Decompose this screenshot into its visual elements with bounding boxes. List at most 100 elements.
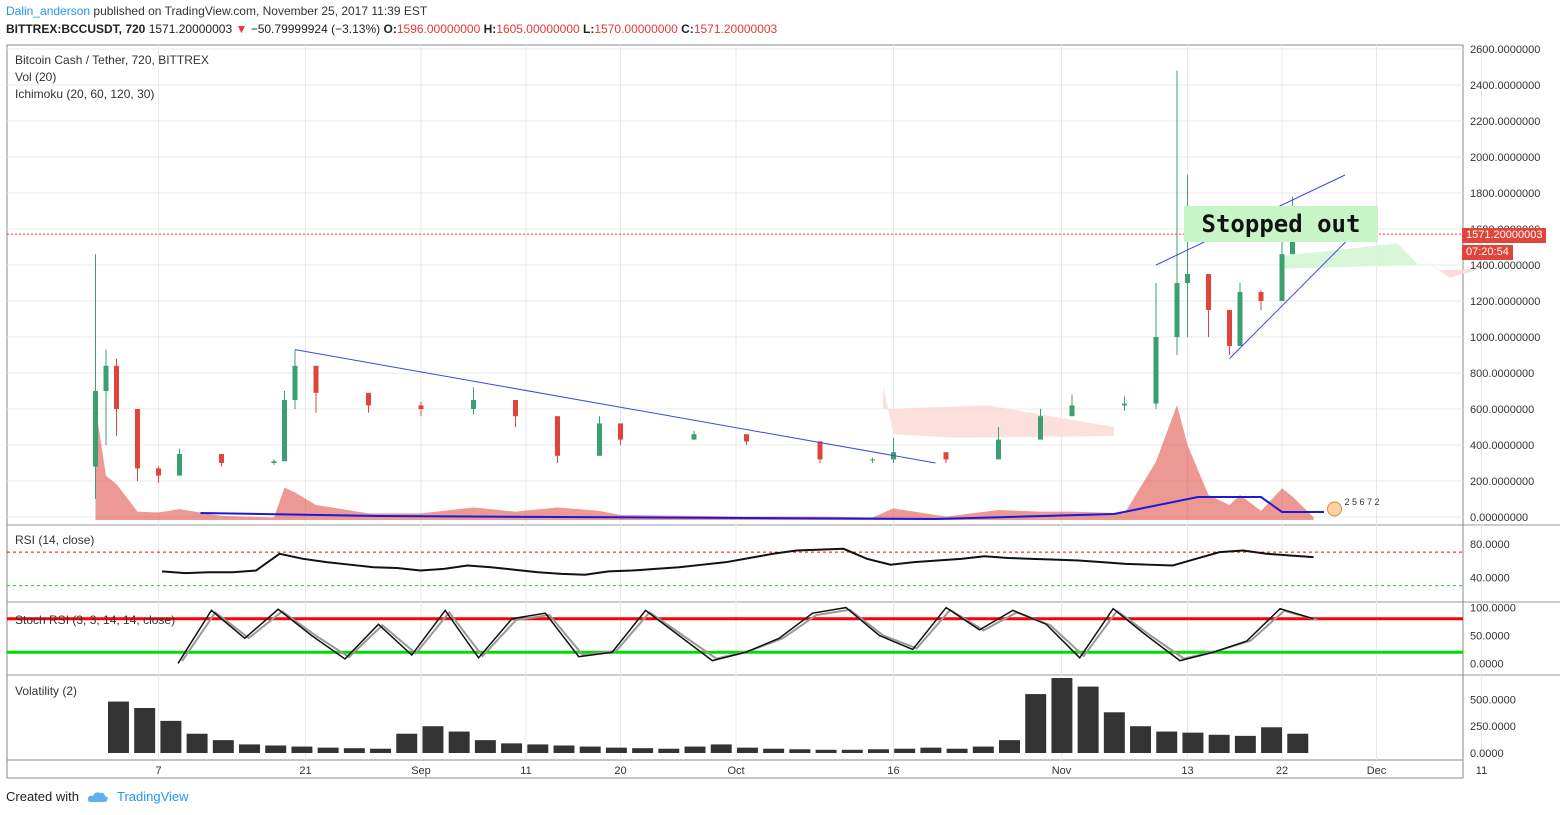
volatility-bar: [999, 740, 1020, 753]
y-tick-label: 0.00000000: [1470, 512, 1528, 524]
volatility-bar: [448, 731, 470, 753]
volatility-bar: [605, 747, 627, 753]
volatility-bar: [317, 747, 339, 753]
y-tick-label: 1200.0000000: [1470, 296, 1540, 308]
high-label: H:: [483, 22, 497, 36]
trendline: [294, 349, 936, 464]
footer: Created with TradingView: [6, 789, 189, 804]
volatility-bar: [134, 708, 156, 753]
y-tick-label: 2400.0000000: [1470, 80, 1540, 92]
y-tick-label: 400.0000000: [1470, 440, 1534, 452]
volatility-bar: [894, 748, 916, 753]
candle-body: [1258, 292, 1264, 301]
volatility-bar: [972, 746, 994, 753]
candle-body: [282, 400, 287, 462]
candle-body: [1122, 403, 1127, 406]
y-tick-label: 1800.0000000: [1470, 188, 1540, 200]
y-tick-label: 800.0000000: [1470, 368, 1534, 380]
volatility-bar: [1234, 735, 1256, 753]
y-tick-label: 200.0000000: [1470, 476, 1534, 488]
candle-body: [1153, 337, 1159, 404]
candle-body: [156, 468, 161, 476]
candle-body: [618, 423, 623, 440]
volatility-bar: [632, 748, 654, 753]
candle-body: [313, 365, 319, 393]
volume-ma-line: [200, 496, 1324, 521]
volatility-bar: [160, 720, 182, 753]
x-tick-label: Nov: [1052, 765, 1072, 777]
symbol-label: BITTREX:BCCUSDT, 720: [6, 22, 146, 36]
created-with-text: Created with: [6, 789, 79, 804]
volatility-bar: [212, 740, 234, 753]
tradingview-link[interactable]: TradingView: [116, 789, 189, 804]
volatility-bar: [736, 747, 758, 753]
last-price-tag: 1571.20000003: [1462, 228, 1547, 243]
main-legend-title: Bitcoin Cash / Tether, 720, BITTREX: [15, 53, 209, 67]
volatility-bar: [1287, 733, 1309, 753]
rsi-layer: [7, 547, 1463, 587]
volatility-bar: [343, 748, 365, 753]
published-text: published on TradingView.com, November 2…: [93, 4, 428, 18]
event-badge-text: 2 5 6 7 2: [1345, 497, 1380, 507]
volatility-bar: [422, 726, 444, 753]
chart-frame: [6, 44, 1464, 779]
volatility-bar: [1103, 712, 1125, 753]
candle-body: [177, 454, 182, 476]
countdown-tag: 07:20:54: [1462, 245, 1513, 260]
candle-body: [597, 423, 602, 456]
candle-body: [555, 416, 560, 456]
grid-layer: [6, 44, 1560, 779]
rsi-legend: RSI (14, close): [15, 533, 95, 547]
stoch-tick-label: 50.0000: [1470, 631, 1510, 643]
candle-body: [817, 441, 823, 460]
volatility-bar: [553, 745, 575, 753]
x-tick-label: 11: [1476, 765, 1487, 777]
x-tick-label: Dec: [1367, 765, 1387, 777]
volatility-bar: [841, 749, 863, 753]
symbol-quote: BITTREX:BCCUSDT, 720 1571.20000003 ▼ −50…: [6, 22, 777, 36]
last-price: 1571.20000003: [148, 22, 233, 36]
volatility-bar: [265, 745, 287, 753]
volatility-bar: [108, 701, 129, 753]
candle-body: [271, 461, 277, 463]
candle-body: [292, 365, 298, 400]
volatility-bar: [920, 747, 942, 753]
volatility-bar: [1077, 686, 1099, 753]
close-value: 1571.20000003: [693, 22, 778, 36]
volume-legend: Vol (20): [15, 70, 57, 84]
stoch-rsi-layer: [7, 606, 1463, 664]
x-tick-label: 11: [520, 765, 531, 777]
volatility-bar: [239, 744, 260, 753]
candle-body: [93, 391, 98, 467]
volatility-bar: [946, 748, 968, 753]
candle-body: [219, 454, 224, 463]
volatility-bar: [370, 748, 392, 753]
close-label: C:: [681, 22, 694, 36]
low-label: L:: [583, 22, 595, 36]
x-tick-label: 7: [155, 765, 161, 777]
volatility-layer: [108, 678, 1309, 753]
vola-tick-label: 250.0000: [1470, 721, 1516, 733]
cloud-logo-icon: [87, 791, 108, 802]
volatility-bar: [684, 746, 706, 753]
volatility-bar: [789, 749, 811, 753]
vola-tick-label: 500.0000: [1470, 694, 1516, 706]
candle-body: [744, 434, 749, 442]
volume-layer: [95, 405, 1324, 521]
author-link[interactable]: Dalin_anderson: [6, 4, 91, 18]
candle-body: [1069, 405, 1075, 417]
volatility-bar: [763, 748, 785, 753]
stopped-out-note[interactable]: Stopped out: [1184, 206, 1378, 242]
candle-body: [366, 392, 371, 406]
high-value: 1605.00000000: [496, 22, 580, 36]
volatility-bar: [1130, 726, 1152, 753]
candle-body: [1279, 254, 1285, 301]
ichimoku-cloud: [883, 243, 1482, 438]
x-tick-label: 20: [614, 765, 626, 777]
candle-body: [870, 459, 875, 461]
stoch-tick-label: 0.0000: [1470, 658, 1504, 670]
candle-body: [513, 400, 518, 417]
x-tick-label: 13: [1181, 765, 1193, 777]
volatility-bar: [291, 746, 313, 753]
